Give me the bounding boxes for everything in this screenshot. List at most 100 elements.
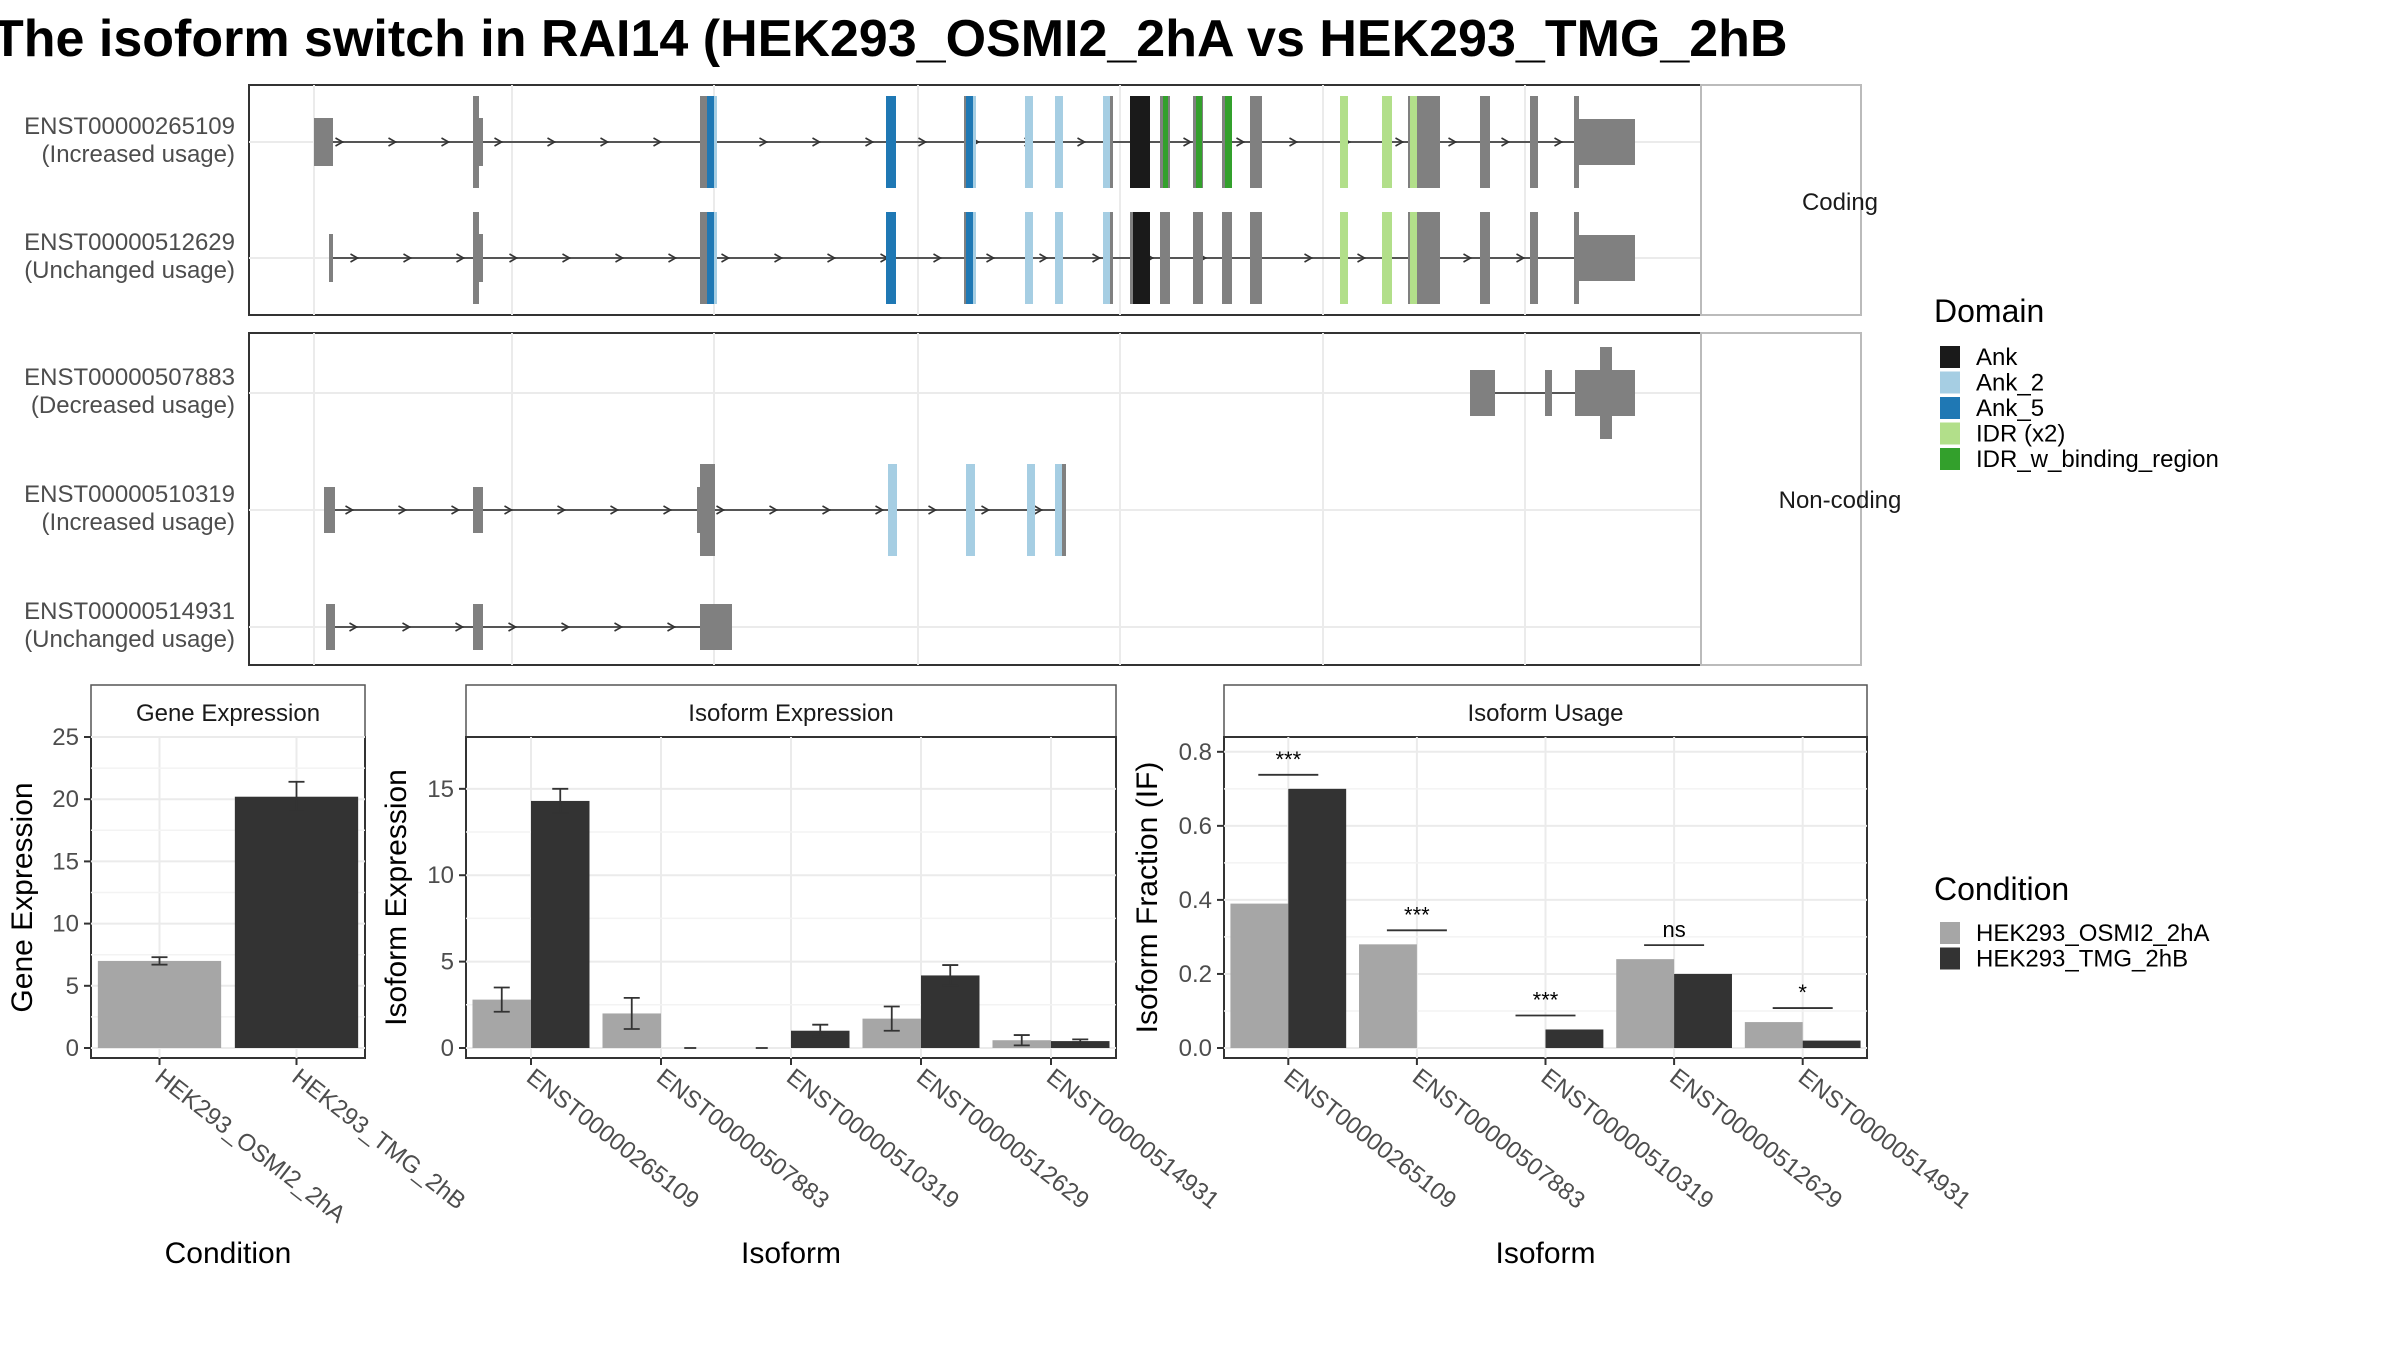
strand-arrow [1039,253,1049,263]
strand-arrow [812,137,822,147]
facet-strip [1700,84,1862,316]
exon-block [1530,96,1538,188]
strand-arrow [918,137,928,147]
bar [1744,1022,1803,1048]
strand-arrow [721,253,731,263]
exon-block [1130,96,1137,188]
strand-arrow [1034,505,1044,515]
y-tick-label: 25 [52,724,79,751]
facet-label: Coding [1802,189,1878,216]
chart-title: Isoform Usage [1467,700,1623,727]
exon-block [886,212,896,304]
strand-arrow [1357,253,1367,263]
y-tick-label: 0.4 [1179,887,1212,914]
bar-chart-panels: Gene Expression0510152025HEK293_OSMI2_2h… [6,684,1976,1270]
transcript-usage-label: (Unchanged usage) [24,626,235,653]
figure-title: The isoform switch in RAI14 (HEK293_OSMI… [0,10,1788,68]
exon-block [700,604,732,650]
strand-arrow [759,137,769,147]
exon-block [1340,96,1348,188]
strand-arrow [875,505,885,515]
y-axis-title: Isoform Fraction (IF) [1131,762,1164,1034]
strand-arrow [1236,137,1246,147]
exon-block [697,487,700,533]
bar [921,975,980,1048]
bar [1051,1041,1110,1048]
strand-arrow [509,253,519,263]
exon-block [1600,347,1612,439]
domain-legend-swatch [1940,448,1960,470]
strand-arrow [1077,137,1087,147]
bar [531,800,590,1048]
domain-legend-label: IDR (x2) [1976,421,2065,448]
strand-arrow [451,505,461,515]
exon-block [1025,212,1033,304]
exon-block [1410,212,1417,304]
strand-arrow [1554,137,1564,147]
exon-block [886,96,896,188]
strand-arrow [494,137,504,147]
bar [234,796,359,1048]
exon-block [1480,212,1490,304]
exon-block [1382,212,1392,304]
strand-arrow [1183,137,1193,147]
strand-arrow [547,137,557,147]
exon-block [707,212,714,304]
significance-label: *** [1404,902,1430,927]
bar [1545,1029,1604,1048]
bar [1616,959,1675,1048]
y-tick-label: 20 [52,786,79,813]
strand-arrow [716,505,726,515]
domain-legend-swatch [1940,346,1960,368]
exon-block [314,118,333,166]
strand-arrow [561,622,571,632]
exon-block [1530,212,1538,304]
exon-block [700,464,715,556]
chart-title: Gene Expression [136,700,320,727]
exon-block [888,464,897,556]
condition-legend-swatch [1940,947,1960,970]
strand-arrow [610,505,620,515]
strand-arrow [986,253,996,263]
strand-arrow [345,505,355,515]
strand-arrow [388,137,398,147]
y-tick-label: 0 [66,1035,79,1062]
exon-block [1133,96,1143,188]
exon-block [1196,96,1202,188]
strand-arrow [615,253,625,263]
domain-legend-swatch [1940,397,1960,419]
transcript-usage-label: (Unchanged usage) [24,257,235,284]
exon-block [1382,96,1392,188]
transcript-id-label: ENST00000265109 [24,113,235,140]
bar [1230,903,1289,1048]
exon-block [1545,370,1552,416]
strand-arrow [827,253,837,263]
y-tick-label: 10 [427,862,454,889]
y-axis-title: Isoform Expression [380,769,413,1026]
exon-block [473,487,483,533]
exon-block [1575,119,1635,165]
condition-legend-label: HEK293_TMG_2hB [1976,946,2188,973]
exon-block [1140,96,1150,188]
strand-arrow [653,137,663,147]
transcript-id-label: ENST00000507883 [24,364,235,391]
transcript-usage-label: (Increased usage) [42,141,235,168]
exon-block [1250,96,1262,188]
strand-arrow [456,253,466,263]
strand-arrow [1395,137,1405,147]
chart-facet-strip [465,684,1117,738]
significance-label: ns [1662,917,1685,942]
exon-block [473,212,479,304]
strand-arrow [1289,137,1299,147]
strand-arrow [335,137,345,147]
exon-block [714,212,717,304]
significance-label: *** [1533,987,1559,1012]
transcript-id-label: ENST00000510319 [24,481,235,508]
condition-legend-title: Condition [1934,871,2069,907]
bar [1674,973,1732,1048]
strand-arrow [1448,137,1458,147]
exon-block [1027,464,1035,556]
y-tick-label: 0.2 [1179,961,1212,988]
chart-facet-strip [90,684,366,738]
exon-block [1340,212,1348,304]
